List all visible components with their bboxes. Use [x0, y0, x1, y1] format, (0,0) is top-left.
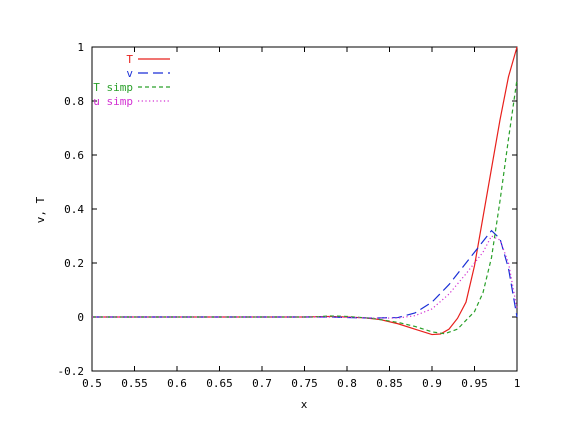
- y-axis-title: v, T: [34, 196, 47, 223]
- legend-label-3: u simp: [93, 95, 133, 108]
- x-tick-label: 0.5: [82, 377, 102, 390]
- y-tick-label: 0.6: [64, 149, 84, 162]
- y-tick-label: -0.2: [58, 365, 85, 378]
- y-tick-label: 0.2: [64, 257, 84, 270]
- x-tick-label: 0.55: [121, 377, 148, 390]
- y-tick-label: 0.4: [64, 203, 84, 216]
- legend-label-2: T simp: [93, 81, 133, 94]
- x-tick-label: 1: [514, 377, 521, 390]
- series-line-1: [92, 229, 518, 319]
- x-axis-title: x: [301, 398, 308, 411]
- x-tick-label: 0.65: [206, 377, 233, 390]
- legend-label-1: v: [126, 67, 133, 80]
- x-tick-label: 0.6: [167, 377, 187, 390]
- x-tick-label: 0.75: [291, 377, 318, 390]
- x-tick-label: 0.7: [252, 377, 272, 390]
- plot-frame: [91, 46, 518, 372]
- series-lines: [92, 46, 518, 336]
- series-line-0: [92, 46, 518, 336]
- x-tick-label: 0.85: [376, 377, 403, 390]
- y-tick-label: 0.8: [64, 95, 84, 108]
- x-tick-label: 0.8: [337, 377, 357, 390]
- x-tick-label: 0.9: [422, 377, 442, 390]
- ticks: 0.5 0.55 0.6 0.65 0.7 0.75 0.8 0.85 0.9 0.95 1 -0.2…: [58, 41, 521, 390]
- x-tick-label: 0.95: [461, 377, 488, 390]
- y-tick-label: 1: [77, 41, 84, 54]
- legend-label-0: T: [126, 53, 133, 66]
- y-tick-label: 0: [77, 311, 84, 324]
- series-line-2: [92, 79, 518, 335]
- series-line-3: [92, 235, 518, 319]
